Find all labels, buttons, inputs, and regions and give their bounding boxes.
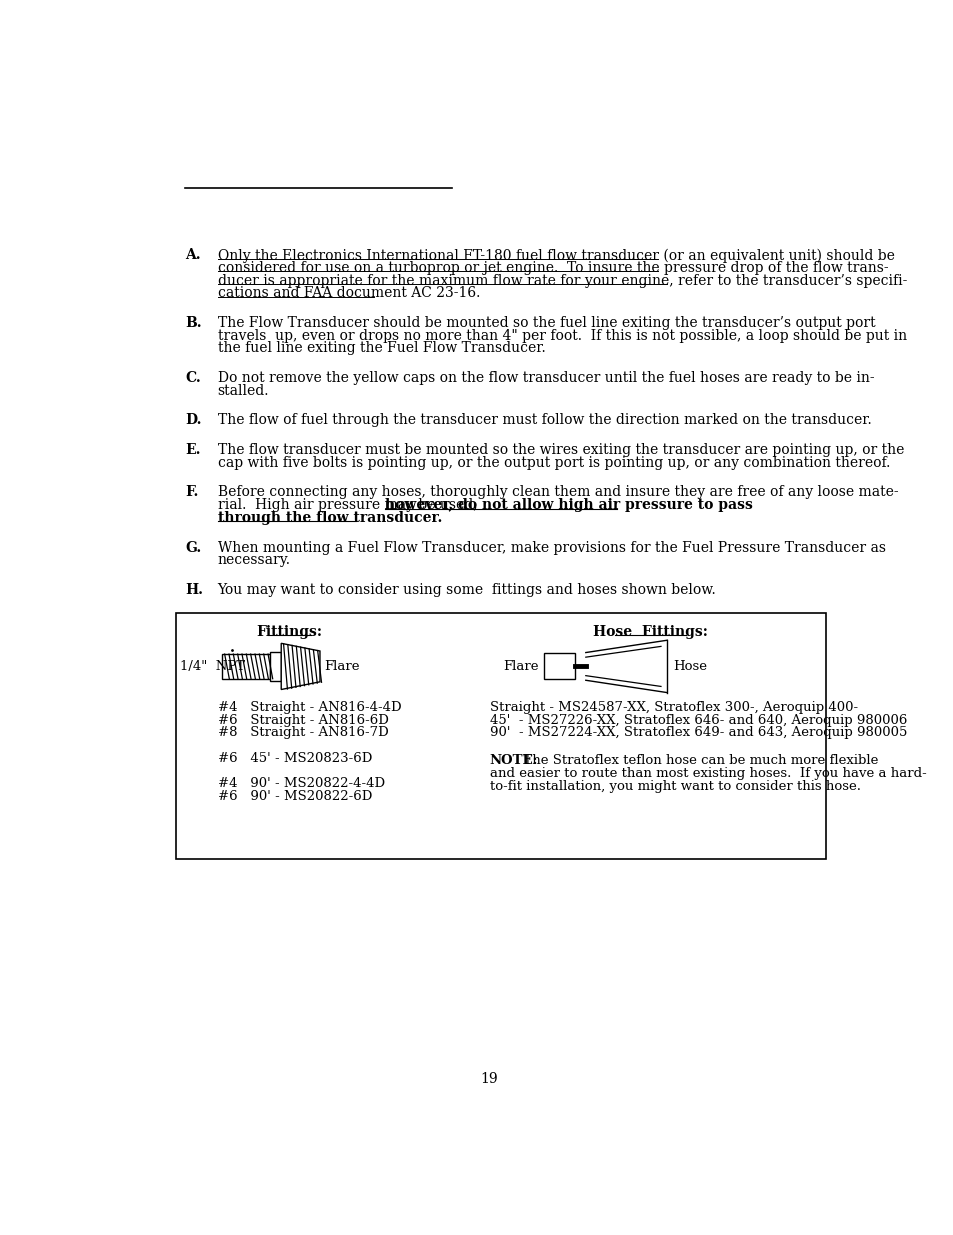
Text: #6   Straight - AN816-6D: #6 Straight - AN816-6D: [218, 714, 389, 726]
Text: Before connecting any hoses, thoroughly clean them and insure they are free of a: Before connecting any hoses, thoroughly …: [217, 485, 898, 499]
Bar: [222, 655, 270, 679]
Text: A.: A.: [185, 248, 200, 262]
Text: #6   90' - MS20822-6D: #6 90' - MS20822-6D: [218, 790, 373, 803]
Text: C.: C.: [185, 370, 201, 385]
Text: 1/4"  NPT: 1/4" NPT: [179, 659, 245, 673]
Text: When mounting a Fuel Flow Transducer, make provisions for the Fuel Pressure Tran: When mounting a Fuel Flow Transducer, ma…: [217, 541, 884, 555]
Text: The flow transducer must be mounted so the wires exiting the transducer are poin: The flow transducer must be mounted so t…: [217, 443, 903, 457]
Bar: [543, 653, 575, 679]
Text: Straight - MS24587-XX, Stratoflex 300-, Aeroquip 400-: Straight - MS24587-XX, Stratoflex 300-, …: [489, 701, 857, 714]
Text: The Flow Transducer should be mounted so the fuel line exiting the transducer’s : The Flow Transducer should be mounted so…: [217, 316, 875, 330]
Text: necessary.: necessary.: [217, 553, 291, 567]
Text: ducer is appropriate for the maximum flow rate for your engine, refer to the tra: ducer is appropriate for the maximum flo…: [217, 274, 906, 288]
Text: Flare: Flare: [324, 659, 359, 673]
Text: Flare: Flare: [502, 659, 537, 673]
Text: considered for use on a turboprop or jet engine.  To insure the pressure drop of: considered for use on a turboprop or jet…: [217, 261, 887, 275]
Text: 45'  - MS27226-XX, Stratoflex 646- and 640, Aeroquip 980006: 45' - MS27226-XX, Stratoflex 646- and 64…: [489, 714, 906, 726]
Text: Hose: Hose: [673, 659, 706, 673]
Text: Only the Electronics International FT-180 fuel flow transducer (or an equivalent: Only the Electronics International FT-18…: [217, 248, 894, 263]
Text: The flow of fuel through the transducer must follow the direction marked on the : The flow of fuel through the transducer …: [217, 414, 870, 427]
Text: The Stratoflex teflon hose can be much more flexible: The Stratoflex teflon hose can be much m…: [515, 755, 878, 767]
Text: 19: 19: [479, 1072, 497, 1087]
Text: H.: H.: [185, 583, 203, 597]
Text: through the flow transducer.: through the flow transducer.: [217, 511, 441, 525]
Text: travels  up, even or drops no more than 4" per foot.  If this is not possible, a: travels up, even or drops no more than 4…: [217, 329, 906, 343]
Text: B.: B.: [185, 316, 201, 330]
Text: however, do not allow high air pressure to pass: however, do not allow high air pressure …: [385, 498, 752, 513]
Text: and easier to route than most existing hoses.  If you have a hard-: and easier to route than most existing h…: [489, 767, 925, 779]
Bar: [270, 652, 281, 680]
Text: 90'  - MS27224-XX, Stratoflex 649- and 643, Aeroquip 980005: 90' - MS27224-XX, Stratoflex 649- and 64…: [489, 726, 906, 740]
Text: #4   Straight - AN816-4-4D: #4 Straight - AN816-4-4D: [218, 701, 401, 714]
Text: the fuel line exiting the Fuel Flow Transducer.: the fuel line exiting the Fuel Flow Tran…: [217, 341, 545, 356]
Text: #4   90' - MS20822-4-4D: #4 90' - MS20822-4-4D: [218, 777, 385, 790]
Text: Do not remove the yellow caps on the flow transducer until the fuel hoses are re: Do not remove the yellow caps on the flo…: [217, 370, 873, 385]
Text: NOTE:: NOTE:: [489, 755, 537, 767]
Text: F.: F.: [185, 485, 198, 499]
Text: E.: E.: [185, 443, 200, 457]
Text: to-fit installation, you might want to consider this hose.: to-fit installation, you might want to c…: [489, 779, 860, 793]
Bar: [175, 613, 825, 858]
Text: You may want to consider using some  fittings and hoses shown below.: You may want to consider using some fitt…: [217, 583, 716, 597]
Text: Hose  Fittings:: Hose Fittings:: [592, 625, 707, 638]
Text: D.: D.: [185, 414, 201, 427]
Text: rial.  High air pressure may be used,: rial. High air pressure may be used,: [217, 498, 481, 513]
Text: #6   45' - MS20823-6D: #6 45' - MS20823-6D: [218, 752, 373, 764]
Text: Fittings:: Fittings:: [256, 625, 322, 638]
Text: cations and FAA document AC 23-16.: cations and FAA document AC 23-16.: [217, 287, 479, 300]
Text: cap with five bolts is pointing up, or the output port is pointing up, or any co: cap with five bolts is pointing up, or t…: [217, 456, 889, 469]
Text: stalled.: stalled.: [217, 384, 269, 398]
Polygon shape: [281, 643, 319, 689]
Text: #8   Straight - AN816-7D: #8 Straight - AN816-7D: [218, 726, 389, 740]
Text: G.: G.: [185, 541, 201, 555]
